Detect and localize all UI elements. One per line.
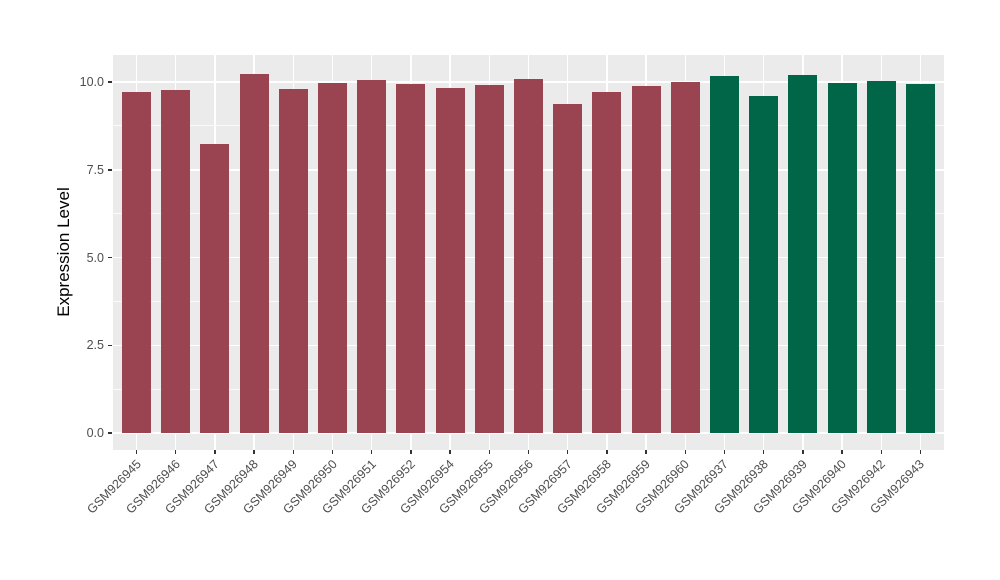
x-axis-tick	[370, 450, 373, 454]
y-axis-tick	[108, 256, 112, 259]
bar-GSM926959	[631, 86, 661, 434]
plot-panel	[113, 55, 944, 450]
x-axis-tick	[410, 450, 412, 454]
x-axis-tick	[762, 450, 765, 454]
bar-GSM926958	[592, 91, 622, 434]
bar-GSM926946	[161, 89, 191, 434]
x-axis-tick	[606, 450, 608, 454]
major-gridline	[113, 432, 944, 434]
bar-GSM926948	[239, 74, 269, 434]
x-axis-tick	[135, 450, 138, 454]
x-axis-tick	[174, 450, 177, 454]
bar-GSM926955	[474, 84, 504, 434]
y-tick-label: 7.5	[86, 162, 104, 177]
x-axis-tick	[488, 450, 491, 454]
bar-GSM926951	[357, 80, 387, 434]
bar-GSM926954	[435, 88, 465, 434]
bar-GSM926937	[709, 75, 739, 434]
y-axis-tick	[108, 344, 112, 347]
bar-GSM926945	[122, 92, 152, 434]
bar-GSM926950	[318, 83, 347, 434]
x-axis-tick	[214, 450, 216, 454]
x-axis-tick	[684, 450, 687, 454]
bar-GSM926949	[278, 89, 308, 434]
x-axis-tick	[880, 450, 883, 454]
x-axis-tick	[331, 450, 334, 454]
x-axis-tick	[723, 450, 726, 454]
bar-GSM926960	[670, 82, 700, 434]
y-axis-tick	[108, 81, 112, 83]
bar-GSM926940	[827, 82, 857, 434]
x-axis-tick	[802, 450, 804, 454]
x-axis-tick	[449, 450, 451, 454]
x-axis-tick	[253, 450, 255, 454]
bar-GSM926947	[200, 144, 230, 434]
bar-GSM926942	[866, 80, 896, 434]
x-axis-tick	[527, 450, 530, 454]
y-axis-tick	[108, 169, 112, 171]
x-axis-tick	[292, 450, 295, 454]
x-axis-tick	[566, 450, 569, 454]
y-axis-tick	[108, 432, 112, 434]
y-tick-label: 2.5	[86, 338, 104, 353]
bar-GSM926938	[749, 95, 779, 434]
y-tick-label: 10.0	[79, 75, 104, 90]
y-tick-label: 0.0	[86, 426, 104, 441]
bar-GSM926943	[905, 84, 935, 434]
bar-GSM926956	[514, 78, 543, 434]
x-axis-tick	[645, 450, 647, 454]
bar-GSM926952	[396, 83, 426, 434]
bar-GSM926957	[553, 103, 583, 434]
bar-GSM926939	[788, 74, 818, 434]
x-axis-tick	[919, 450, 922, 454]
x-axis-tick	[841, 450, 843, 454]
y-tick-label: 5.0	[86, 250, 104, 265]
